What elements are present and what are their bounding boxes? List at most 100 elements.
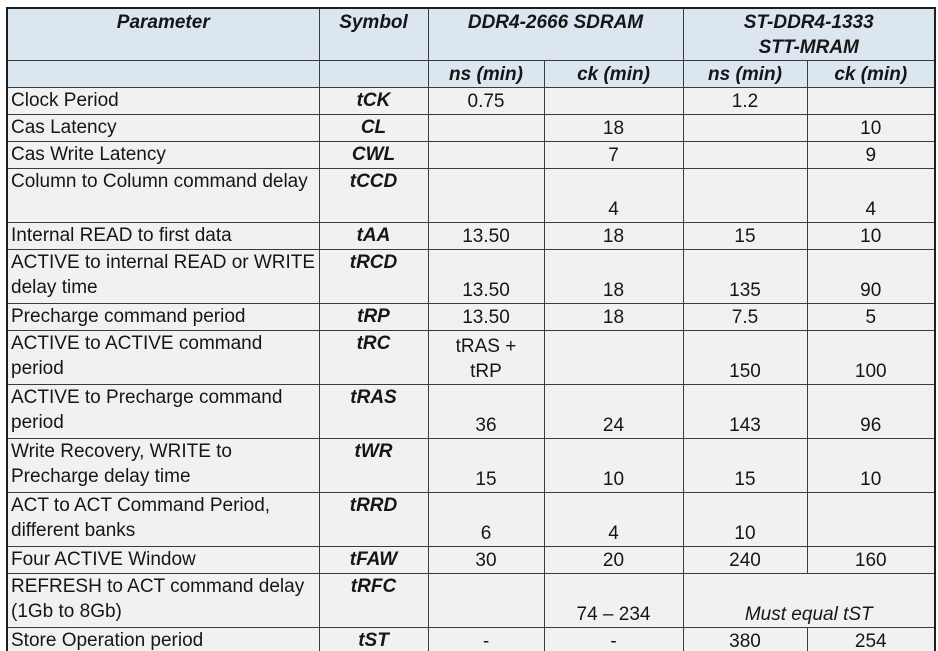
cell-ddr4-ck: 74 – 234 [543, 573, 684, 628]
cell-ddr4-ck: 24 [543, 384, 684, 439]
cell-parameter: ACTIVE to Precharge command period [6, 384, 320, 439]
cell-ddr4-ns: 36 [427, 384, 545, 439]
table-row-trrd: ACT to ACT Command Period, different ban… [6, 492, 936, 547]
cell-ddr4-ck: 4 [543, 492, 684, 547]
cell-st-ns: 15 [682, 222, 808, 250]
cell-st-ns: 10 [682, 492, 808, 547]
cell-parameter: Write Recovery, WRITE to Precharge delay… [6, 438, 320, 493]
cell-symbol: tRFC [318, 573, 429, 628]
cell-symbol: tCK [318, 87, 429, 115]
cell-symbol: tAA [318, 222, 429, 250]
cell-ddr4-ck: 20 [543, 546, 684, 574]
cell-st-ns: 1.2 [682, 87, 808, 115]
cell-parameter: Internal READ to first data [6, 222, 320, 250]
header-row-groups: Parameter Symbol DDR4-2666 SDRAM ST-DDR4… [6, 7, 936, 61]
cell-ddr4-ns [427, 114, 545, 142]
cell-ddr4-ns [427, 168, 545, 223]
cell-ddr4-ns: 13.50 [427, 303, 545, 331]
header-unit-st-ck: ck (min) [806, 60, 936, 88]
cell-st-ck: 10 [806, 438, 936, 493]
timing-parameters-table: Parameter Symbol DDR4-2666 SDRAM ST-DDR4… [6, 7, 936, 651]
cell-ddr4-ns: - [427, 627, 545, 651]
cell-symbol: tST [318, 627, 429, 651]
table-row-tst: Store Operation period tST - - 380 254 [6, 627, 936, 651]
cell-st-ck: 160 [806, 546, 936, 574]
header-row-units: ns (min) ck (min) ns (min) ck (min) [6, 60, 936, 88]
table-row-trcd: ACTIVE to internal READ or WRITE delay t… [6, 249, 936, 304]
header-empty-parameter [6, 60, 320, 88]
table-row-trc: ACTIVE to ACTIVE command period tRC tRAS… [6, 330, 936, 385]
cell-ddr4-ns [427, 141, 545, 169]
cell-ddr4-ck [543, 330, 684, 385]
cell-st-ns: 380 [682, 627, 808, 651]
cell-st-ck: 10 [806, 114, 936, 142]
cell-ddr4-ns: tRAS + tRP [427, 330, 545, 385]
cell-st-ck: 4 [806, 168, 936, 223]
cell-st-ns: 240 [682, 546, 808, 574]
cell-st-ck: 10 [806, 222, 936, 250]
cell-symbol: tCCD [318, 168, 429, 223]
cell-parameter: Precharge command period [6, 303, 320, 331]
cell-st-ns: 15 [682, 438, 808, 493]
cell-ddr4-ck [543, 87, 684, 115]
cell-symbol: tRRD [318, 492, 429, 547]
cell-ddr4-ck: 4 [543, 168, 684, 223]
cell-parameter: Four ACTIVE Window [6, 546, 320, 574]
header-empty-symbol [318, 60, 429, 88]
cell-symbol: tRP [318, 303, 429, 331]
cell-st-ns: 7.5 [682, 303, 808, 331]
cell-st-ck [806, 492, 936, 547]
cell-parameter: REFRESH to ACT command delay (1Gb to 8Gb… [6, 573, 320, 628]
cell-st-ck: 90 [806, 249, 936, 304]
header-unit-st-ns: ns (min) [682, 60, 808, 88]
header-parameter: Parameter [6, 7, 320, 61]
cell-parameter: Clock Period [6, 87, 320, 115]
cell-parameter: Column to Column command delay [6, 168, 320, 223]
cell-st-ns [682, 141, 808, 169]
cell-symbol: tRC [318, 330, 429, 385]
table-row-trp: Precharge command period tRP 13.50 18 7.… [6, 303, 936, 331]
cell-symbol: CWL [318, 141, 429, 169]
cell-symbol: tWR [318, 438, 429, 493]
table-row-twr: Write Recovery, WRITE to Precharge delay… [6, 438, 936, 493]
cell-symbol: CL [318, 114, 429, 142]
cell-st-ns [682, 114, 808, 142]
table-row-cwl: Cas Write Latency CWL 7 9 [6, 141, 936, 169]
cell-ddr4-ck: 10 [543, 438, 684, 493]
cell-symbol: tFAW [318, 546, 429, 574]
cell-st-ns [682, 168, 808, 223]
cell-st-ck: 96 [806, 384, 936, 439]
cell-st-ns: 143 [682, 384, 808, 439]
cell-ddr4-ns: 13.50 [427, 222, 545, 250]
table-row-trfc: REFRESH to ACT command delay (1Gb to 8Gb… [6, 573, 936, 628]
header-symbol: Symbol [318, 7, 429, 61]
cell-ddr4-ns: 0.75 [427, 87, 545, 115]
table-row-tfaw: Four ACTIVE Window tFAW 30 20 240 160 [6, 546, 936, 574]
cell-parameter: ACT to ACT Command Period, different ban… [6, 492, 320, 547]
cell-st-ns: 150 [682, 330, 808, 385]
cell-ddr4-ck: 18 [543, 303, 684, 331]
cell-ddr4-ck: 7 [543, 141, 684, 169]
cell-ddr4-ns [427, 573, 545, 628]
cell-ddr4-ck: 18 [543, 114, 684, 142]
cell-parameter: ACTIVE to internal READ or WRITE delay t… [6, 249, 320, 304]
cell-parameter: ACTIVE to ACTIVE command period [6, 330, 320, 385]
table-row-tck: Clock Period tCK 0.75 1.2 [6, 87, 936, 115]
header-group-ddr4-sdram: DDR4-2666 SDRAM [427, 7, 684, 61]
header-group-st-ddr4-stt-mram: ST-DDR4-1333 STT-MRAM [682, 7, 936, 61]
cell-ddr4-ck: 18 [543, 222, 684, 250]
cell-parameter: Store Operation period [6, 627, 320, 651]
table-row-tccd: Column to Column command delay tCCD 4 4 [6, 168, 936, 223]
cell-symbol: tRCD [318, 249, 429, 304]
cell-parameter: Cas Write Latency [6, 141, 320, 169]
cell-ddr4-ns: 30 [427, 546, 545, 574]
cell-st-ck [806, 87, 936, 115]
cell-ddr4-ck: - [543, 627, 684, 651]
cell-st-ck: 100 [806, 330, 936, 385]
cell-symbol: tRAS [318, 384, 429, 439]
cell-ddr4-ns: 15 [427, 438, 545, 493]
cell-st-ns: 135 [682, 249, 808, 304]
header-unit-ddr4-ns: ns (min) [427, 60, 545, 88]
cell-st-ck: 9 [806, 141, 936, 169]
